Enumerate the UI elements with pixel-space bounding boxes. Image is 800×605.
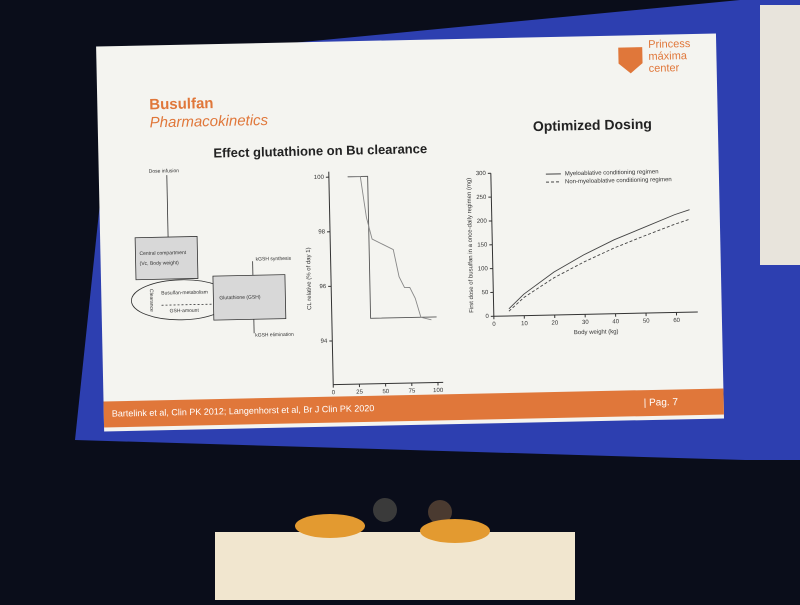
x-tick-label: 60 [673, 318, 680, 324]
logo-text: center [649, 62, 680, 75]
y-tick-label: 98 [318, 229, 325, 235]
x-tick-label: 50 [643, 319, 650, 325]
y-tick-label: 96 [319, 284, 326, 290]
diagram-label: Busulfan-metabolism [161, 290, 208, 297]
slide-bg [96, 34, 724, 432]
diagram-label: Glutathione (GSH) [219, 294, 261, 301]
slide-subtitle: Pharmacokinetics [150, 112, 269, 131]
y-tick-label: 100 [478, 266, 489, 272]
y-tick-label: 300 [476, 171, 487, 177]
y-tick-label: 50 [482, 290, 489, 296]
flowers [420, 519, 490, 543]
diagram-label: Clearance [148, 289, 154, 312]
x-tick-label: 25 [356, 390, 363, 396]
x-tick-label: 20 [551, 320, 558, 326]
diagram-label: GSH-amount [170, 308, 200, 315]
y-tick-label: 94 [321, 339, 328, 345]
y-tick-label: 250 [476, 195, 487, 201]
diagram-label: Dose infusion [149, 168, 180, 175]
slide-title: Busulfan [149, 95, 214, 113]
stage-desk [215, 532, 575, 600]
diagram-label: kGSH elimination [255, 332, 294, 339]
section-heading: Optimized Dosing [533, 116, 652, 134]
box [135, 236, 198, 279]
y-tick-label: 100 [314, 175, 325, 181]
logo-text: máxima [648, 50, 688, 63]
logo-text: Princess [648, 38, 691, 51]
side-banner [760, 5, 800, 265]
diagram-label: kGSH synthesis [256, 256, 292, 263]
x-tick-label: 50 [382, 389, 389, 395]
y-tick-label: 200 [477, 219, 488, 225]
y-tick-label: 150 [477, 242, 488, 248]
x-tick-label: 30 [582, 320, 589, 326]
flowers [295, 514, 365, 538]
person [373, 498, 397, 522]
diagram-label: (Vc, Body weight) [140, 260, 180, 267]
x-tick-label: 40 [612, 319, 619, 325]
page-number: | Pag. 7 [644, 397, 679, 409]
slide: Bartelink et al, Clin PK 2012; Langenhor… [96, 34, 724, 432]
x-tick-label: 75 [409, 388, 416, 394]
diagram-label: Central compartment [139, 250, 186, 257]
x-tick-label: 100 [433, 388, 444, 394]
x-axis-label: Body weight (kg) [574, 329, 619, 336]
x-tick-label: 10 [521, 321, 528, 327]
